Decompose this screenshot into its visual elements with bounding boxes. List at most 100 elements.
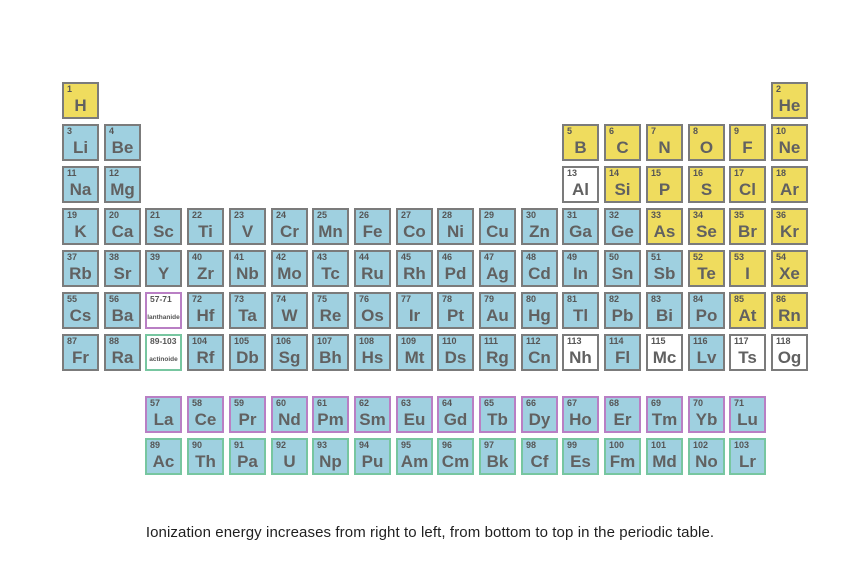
atomic-number: 90 [192, 440, 203, 450]
atomic-number: 44 [359, 252, 370, 262]
element-symbol: Nh [569, 348, 592, 367]
atomic-number: 82 [609, 294, 620, 304]
element-symbol: Pm [317, 410, 344, 429]
element-symbol: Cl [739, 180, 756, 199]
element-symbol: Ru [361, 264, 384, 283]
element-symbol: Zn [529, 222, 550, 241]
element-cell-ti: 22 Ti [187, 208, 224, 245]
element-cell-nb: 41 Nb [229, 250, 266, 287]
atomic-number: 117 [734, 336, 749, 346]
atomic-number: 93 [317, 440, 328, 450]
atomic-number: 98 [526, 440, 537, 450]
element-cell-cr: 24 Cr [271, 208, 308, 245]
element-cell-te: 52 Te [688, 250, 725, 287]
element-cell-pt: 78 Pt [437, 292, 474, 329]
element-cell-nh: 113 Nh [562, 334, 599, 371]
atomic-number: 32 [609, 210, 620, 220]
element-cell-os: 76 Os [354, 292, 391, 329]
element-cell-ds: 110 Ds [437, 334, 474, 371]
element-cell-br: 35 Br [729, 208, 766, 245]
element-symbol: Rb [69, 264, 92, 283]
element-symbol: Tl [572, 306, 589, 325]
element-cell-nd: 60 Nd [271, 396, 308, 433]
lanthanide-range-cell: 57-71 lanthanide [145, 292, 182, 329]
atomic-number: 18 [776, 168, 787, 178]
atomic-number: 104 [192, 336, 208, 346]
atomic-number: 15 [651, 168, 662, 178]
element-symbol: Xe [779, 264, 800, 283]
element-cell-ce: 58 Ce [187, 396, 224, 433]
element-symbol: Hg [528, 306, 551, 325]
atomic-number: 27 [401, 210, 412, 220]
element-cell-og: 118 Og [771, 334, 808, 371]
atomic-number: 54 [776, 252, 787, 262]
element-symbol: F [742, 138, 753, 157]
element-symbol: Ti [198, 222, 213, 241]
element-symbol: Ba [111, 306, 134, 325]
element-symbol: Og [777, 348, 802, 367]
atomic-number: 55 [67, 294, 78, 304]
atomic-number: 74 [276, 294, 287, 304]
element-symbol: Cd [528, 264, 551, 283]
atomic-number: 41 [234, 252, 245, 262]
element-symbol: Pd [444, 264, 467, 283]
element-cell-xe: 54 Xe [771, 250, 808, 287]
atomic-number: 76 [359, 294, 370, 304]
atomic-number: 67 [567, 398, 578, 408]
element-symbol: Es [570, 452, 591, 471]
element-cell-he: 2 He [771, 82, 808, 119]
element-cell-na: 11 Na [62, 166, 99, 203]
periodic-table: 1 H 2 He 3 Li 4 Be 5 B 6 C 7 N 8 O 9 F 10 Ne 11 Na 12 Mg 13 Al 14 S… [62, 82, 822, 482]
atomic-number: 68 [609, 398, 620, 408]
element-symbol: Tm [651, 410, 678, 429]
element-symbol: Gd [443, 410, 468, 429]
element-symbol: Dy [528, 410, 551, 429]
element-cell-er: 68 Er [604, 396, 641, 433]
element-symbol: Ra [111, 348, 134, 367]
element-cell-es: 99 Es [562, 438, 599, 475]
element-cell-sg: 106 Sg [271, 334, 308, 371]
element-symbol: Se [696, 222, 717, 241]
element-symbol: Li [72, 138, 89, 157]
atomic-number: 20 [109, 210, 120, 220]
element-symbol: Sg [278, 348, 301, 367]
element-cell-tc: 43 Tc [312, 250, 349, 287]
range-text: 57-71 [150, 294, 172, 304]
element-cell-tm: 69 Tm [646, 396, 683, 433]
atomic-number: 62 [359, 398, 370, 408]
element-symbol: La [153, 410, 174, 429]
atomic-number: 21 [150, 210, 161, 220]
element-cell-hg: 80 Hg [521, 292, 558, 329]
element-cell-al: 13 Al [562, 166, 599, 203]
element-cell-w: 74 W [271, 292, 308, 329]
element-symbol: Md [652, 452, 677, 471]
element-symbol: Ag [486, 264, 509, 283]
element-cell-fr: 87 Fr [62, 334, 99, 371]
element-cell-rh: 45 Rh [396, 250, 433, 287]
element-symbol: O [699, 138, 714, 157]
element-symbol: Cs [69, 306, 92, 325]
element-symbol: Cn [528, 348, 551, 367]
element-symbol: Lr [739, 452, 756, 471]
element-cell-th: 90 Th [187, 438, 224, 475]
atomic-number: 101 [651, 440, 667, 450]
element-symbol: Nb [236, 264, 259, 283]
element-symbol: H [74, 96, 87, 115]
element-cell-u: 92 U [271, 438, 308, 475]
atomic-number: 92 [276, 440, 287, 450]
element-symbol: Cm [441, 452, 470, 471]
element-cell-ne: 10 Ne [771, 124, 808, 161]
element-cell-cf: 98 Cf [521, 438, 558, 475]
element-symbol: In [572, 264, 589, 283]
element-symbol: Ni [447, 222, 464, 241]
element-symbol: Cu [486, 222, 509, 241]
atomic-number: 84 [693, 294, 704, 304]
element-cell-pb: 82 Pb [604, 292, 641, 329]
atomic-number: 66 [526, 398, 537, 408]
element-symbol: He [778, 96, 801, 115]
atomic-number: 111 [484, 336, 499, 346]
atomic-number: 47 [484, 252, 495, 262]
element-symbol: Br [738, 222, 757, 241]
atomic-number: 11 [67, 168, 77, 178]
